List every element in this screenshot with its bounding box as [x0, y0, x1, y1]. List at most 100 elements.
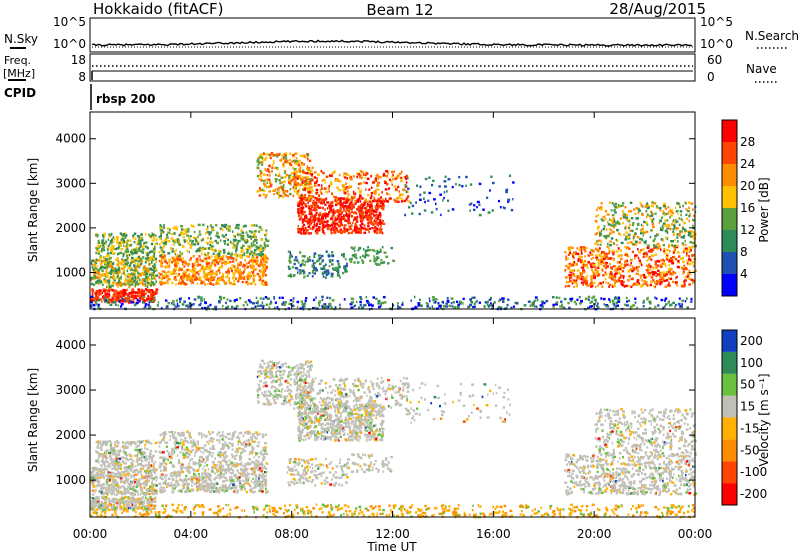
p-cell — [669, 304, 672, 306]
p-cell — [488, 211, 491, 213]
p-cell — [222, 273, 224, 275]
p-cell — [141, 289, 143, 291]
p-cell — [373, 196, 375, 198]
p-cell — [250, 266, 252, 268]
p-cell — [397, 302, 399, 304]
p-cell — [312, 167, 314, 169]
p-cell — [654, 306, 656, 308]
p-cell — [587, 285, 590, 287]
p-cell — [92, 290, 94, 292]
p-cell — [458, 176, 460, 178]
p-cell — [628, 227, 630, 229]
p-cell — [261, 253, 264, 255]
p-cell — [533, 301, 535, 303]
p-cell — [133, 298, 135, 300]
p-cell — [305, 230, 307, 232]
p-cell — [690, 236, 692, 238]
p-cell — [265, 274, 267, 276]
p-cell — [97, 296, 99, 298]
p-cell — [137, 292, 139, 294]
p-cell — [212, 228, 214, 230]
p-cell — [607, 243, 609, 245]
p-colorbar-tick: 4 — [740, 267, 748, 281]
p-cell — [677, 213, 678, 215]
p-cell — [128, 292, 131, 294]
p-cell — [559, 297, 561, 299]
p-cell — [322, 217, 325, 219]
p-cell — [233, 283, 236, 285]
p-cell — [363, 232, 366, 234]
p-cell — [123, 233, 126, 235]
p-cell — [633, 239, 635, 241]
p-cell — [364, 198, 367, 200]
p-cell — [609, 202, 611, 204]
p-cell — [298, 261, 300, 263]
p-cell — [147, 286, 149, 288]
p-cell — [479, 302, 481, 304]
p-cell — [301, 194, 303, 196]
p-cell — [182, 246, 185, 248]
p-cell — [457, 306, 460, 308]
p-cell — [462, 302, 464, 304]
p-cell — [600, 258, 603, 260]
p-cell — [273, 154, 275, 156]
p-cell — [385, 198, 387, 200]
p-cell — [438, 305, 441, 307]
p-cell — [210, 237, 212, 239]
p-cell — [136, 243, 138, 245]
p-cell — [673, 233, 675, 235]
p-cell — [107, 254, 109, 256]
p-cell — [277, 168, 279, 170]
p-cell — [594, 299, 597, 301]
p-cell — [243, 225, 245, 227]
p-cell — [325, 276, 327, 278]
p-cell — [271, 170, 273, 172]
p-cell — [195, 238, 197, 240]
p-cell — [596, 209, 598, 211]
p-cell — [594, 268, 597, 270]
p-cell — [297, 271, 299, 273]
p-cell — [592, 264, 595, 266]
p-cell — [246, 251, 249, 253]
p-cell — [323, 265, 325, 267]
p-cell — [672, 212, 674, 214]
p-cell — [571, 264, 574, 266]
p-cell — [244, 265, 246, 267]
p-cell — [296, 190, 298, 192]
p-cell — [374, 260, 376, 262]
p-cell — [249, 277, 251, 279]
p-cell — [613, 242, 615, 244]
p-cell — [121, 303, 124, 305]
p-cell — [419, 213, 421, 215]
p-cell — [295, 176, 297, 178]
p-cell — [477, 201, 480, 203]
p-cell — [618, 233, 620, 235]
p-cell — [379, 176, 381, 178]
p-cell — [125, 278, 127, 280]
p-cell — [185, 232, 187, 234]
p-cell — [605, 210, 607, 212]
p-cell — [137, 272, 139, 274]
p-cell — [673, 272, 676, 274]
p-cell — [330, 182, 332, 184]
p-cell — [657, 234, 659, 236]
p-cell — [267, 178, 270, 180]
p-cell — [179, 259, 182, 261]
p-cell — [241, 237, 244, 239]
p-cell — [114, 248, 117, 250]
p-cell — [314, 206, 317, 208]
p-cell — [612, 222, 614, 224]
p-cell — [259, 226, 261, 228]
p-cell — [163, 245, 166, 247]
p-cell — [337, 180, 339, 182]
p-cell — [624, 261, 627, 263]
p-cell — [628, 210, 631, 212]
p-cell — [301, 207, 303, 209]
p-cell — [684, 240, 686, 242]
p-cell — [193, 303, 195, 305]
p-cell — [298, 215, 301, 217]
p-cell — [492, 182, 495, 184]
p-cell — [507, 304, 509, 306]
p-cell — [343, 255, 345, 257]
p-cell — [379, 228, 382, 230]
